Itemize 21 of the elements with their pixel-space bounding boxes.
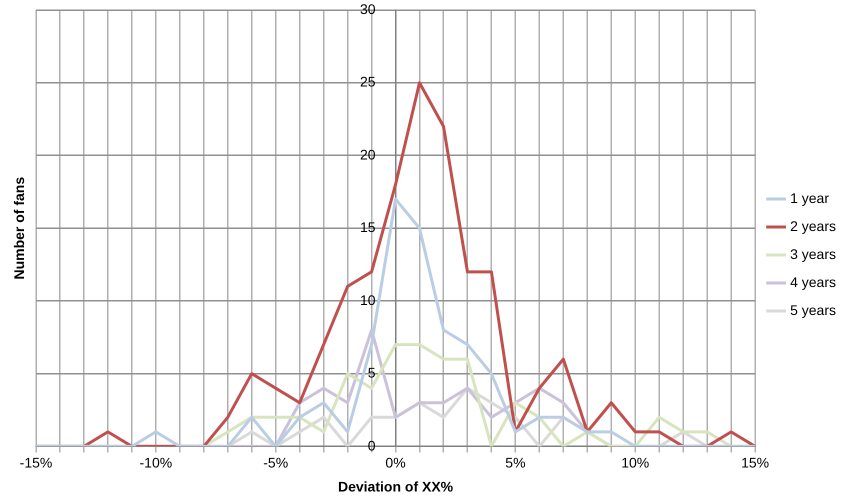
x-tick-label: -15%: [20, 454, 52, 471]
y-tick-label: 10: [360, 292, 376, 308]
y-tick-label: 0: [368, 437, 376, 454]
x-tick-label: 0%: [385, 454, 406, 471]
y-axis-title: Number of fans: [10, 176, 27, 280]
x-tick-label: -10%: [140, 454, 172, 471]
x-axis-title: Deviation of XX%: [338, 478, 454, 494]
y-tick-label: 25: [360, 74, 376, 90]
legend-label: 3 years: [790, 246, 836, 262]
legend-label: 4 years: [790, 274, 836, 290]
legend-label: 1 year: [790, 190, 830, 206]
y-tick-label: 20: [360, 146, 376, 162]
legend-label: 2 years: [790, 218, 836, 234]
x-tick-label: 10%: [621, 454, 650, 471]
y-tick-label: 15: [360, 219, 376, 236]
y-tick-label: 30: [360, 0, 376, 17]
x-tick-label: 15%: [741, 454, 770, 471]
x-tick-label: -5%: [263, 454, 288, 471]
y-tick-label: 5: [368, 364, 376, 381]
x-tick-label: 5%: [505, 454, 526, 471]
legend-label: 5 years: [790, 302, 836, 318]
